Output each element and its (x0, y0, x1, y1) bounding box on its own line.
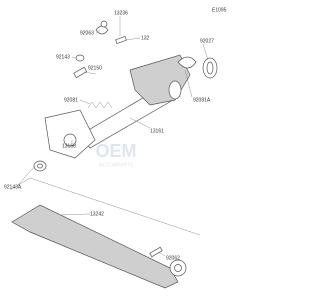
part-label: 92143 (56, 54, 70, 60)
part-label: 92081 (64, 97, 78, 103)
part-label: 92143A (4, 184, 22, 190)
parts-drawing (9, 16, 218, 289)
part-label: 13161 (150, 128, 164, 134)
part-label: 13168 (62, 143, 76, 149)
part-label: 92150 (88, 65, 102, 71)
part-label: 92063 (80, 30, 94, 36)
part-label: 13236 (114, 10, 128, 16)
part-label: 13242 (90, 211, 104, 217)
part-label: 92081A (193, 97, 211, 103)
watermark-subtitle: MOTORPARTS (99, 162, 134, 168)
diagram-id: E1095 (212, 7, 227, 13)
watermark-brand: OEM (95, 141, 136, 161)
parts-diagram: OEM MOTORPARTS E1095 13236 92063 132 921… (4, 7, 227, 289)
part-label: 132 (141, 35, 150, 41)
part-label: 92027 (200, 38, 214, 44)
part-label: 92062 (166, 255, 180, 261)
